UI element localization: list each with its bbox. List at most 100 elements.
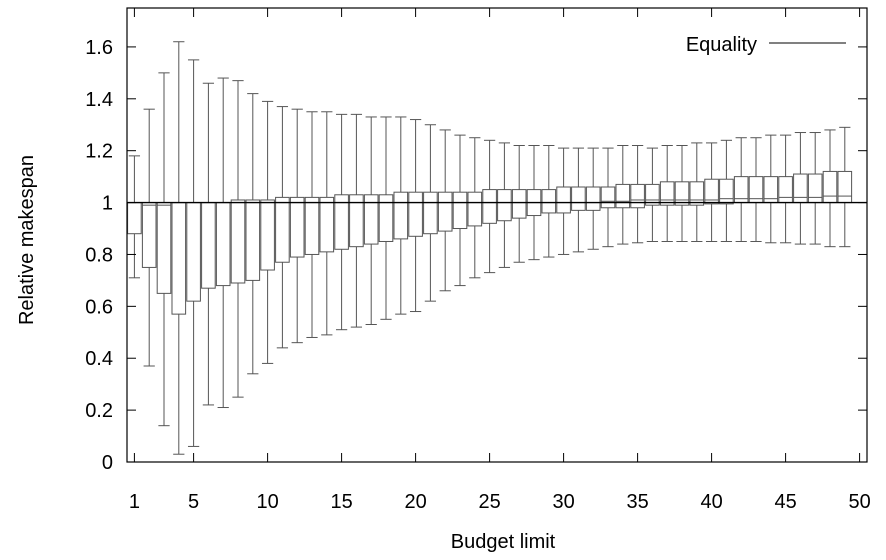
box-iqr (334, 194, 349, 250)
box-iqr (186, 202, 201, 302)
x-tick-label: 15 (330, 491, 352, 513)
box-iqr (837, 170, 853, 204)
box-42 (733, 137, 749, 242)
box-iqr (807, 173, 823, 204)
box-iqr (201, 202, 216, 289)
y-tick-label: 0.4 (85, 348, 113, 370)
x-tick-label: 35 (626, 491, 648, 513)
box-8 (230, 80, 246, 398)
box-25 (482, 139, 497, 274)
box-19 (393, 116, 409, 315)
box-iqr (674, 181, 690, 206)
box-45 (778, 134, 793, 244)
box-iqr (659, 181, 675, 206)
box-49 (837, 126, 853, 248)
box-iqr (467, 191, 483, 227)
box-11 (275, 106, 290, 349)
box-iqr (556, 186, 571, 214)
box-iqr (778, 176, 793, 204)
legend: Equality (686, 34, 846, 56)
y-tick-label: 0.6 (85, 296, 113, 318)
box-iqr (600, 186, 616, 209)
box-iqr (275, 196, 290, 263)
box-iqr (452, 191, 468, 230)
box-iqr (408, 191, 423, 237)
box-27 (511, 144, 527, 263)
box-series (127, 41, 853, 455)
box-iqr (319, 196, 335, 253)
box-21 (423, 124, 438, 302)
x-axis-label: Budget limit (451, 531, 556, 553)
x-tick-label: 10 (256, 491, 278, 513)
x-tick-label: 40 (700, 491, 722, 513)
box-6 (201, 82, 216, 406)
box-23 (452, 134, 468, 287)
box-5 (186, 59, 201, 447)
box-47 (807, 132, 823, 245)
box-32 (585, 147, 601, 250)
box-iqr (793, 173, 808, 204)
box-15 (334, 113, 349, 331)
box-iqr (260, 199, 275, 271)
box-iqr (645, 183, 660, 206)
box-iqr (171, 202, 187, 315)
x-tick-label: 1 (129, 491, 140, 513)
box-iqr (482, 189, 497, 224)
x-tick-label: 45 (774, 491, 796, 513)
box-iqr (245, 199, 261, 281)
box-40 (704, 142, 719, 242)
box-iqr (156, 202, 172, 294)
box-13 (304, 111, 320, 338)
box-iqr (615, 183, 631, 209)
box-17 (363, 116, 379, 326)
box-16 (349, 113, 364, 328)
box-35 (630, 144, 645, 244)
box-18 (378, 116, 394, 320)
box-iqr (541, 189, 557, 214)
plot-frame (126, 7, 868, 463)
y-axis-label: Relative makespan (16, 155, 38, 325)
box-iqr (497, 189, 512, 222)
box-26 (497, 142, 512, 268)
x-tick-label: 50 (848, 491, 870, 513)
box-iqr (378, 194, 394, 242)
box-3 (156, 72, 172, 427)
box-10 (260, 100, 275, 364)
box-iqr (585, 186, 601, 211)
box-iqr (571, 186, 586, 211)
y-tick-label: 1 (102, 193, 113, 215)
box-iqr (437, 191, 453, 232)
box-12 (289, 108, 305, 344)
y-tick-label: 0 (102, 452, 113, 474)
box-1 (127, 155, 142, 279)
y-tick-label: 1.2 (85, 141, 113, 163)
box-iqr (304, 196, 320, 255)
box-iqr (423, 191, 438, 235)
box-29 (541, 144, 557, 258)
box-22 (437, 129, 453, 292)
box-38 (674, 144, 690, 242)
box-iqr (230, 199, 246, 284)
legend-label: Equality (686, 34, 757, 56)
box-33 (600, 147, 616, 248)
y-tick-label: 1.6 (85, 37, 113, 59)
box-48 (822, 129, 838, 248)
box-iqr (393, 191, 409, 240)
box-iqr (127, 202, 142, 235)
box-46 (793, 132, 808, 245)
box-iqr (822, 170, 838, 204)
box-4 (171, 41, 187, 455)
box-14 (319, 111, 335, 336)
x-tick-label: 25 (478, 491, 500, 513)
box-24 (467, 137, 483, 279)
box-9 (245, 93, 261, 375)
box-iqr (141, 202, 157, 268)
y-tick-label: 1.4 (85, 89, 113, 111)
box-39 (689, 142, 705, 242)
box-iqr (704, 178, 719, 205)
box-iqr (719, 178, 734, 205)
y-tick-label: 0.8 (85, 244, 113, 266)
box-43 (748, 137, 764, 242)
box-iqr (363, 194, 379, 245)
